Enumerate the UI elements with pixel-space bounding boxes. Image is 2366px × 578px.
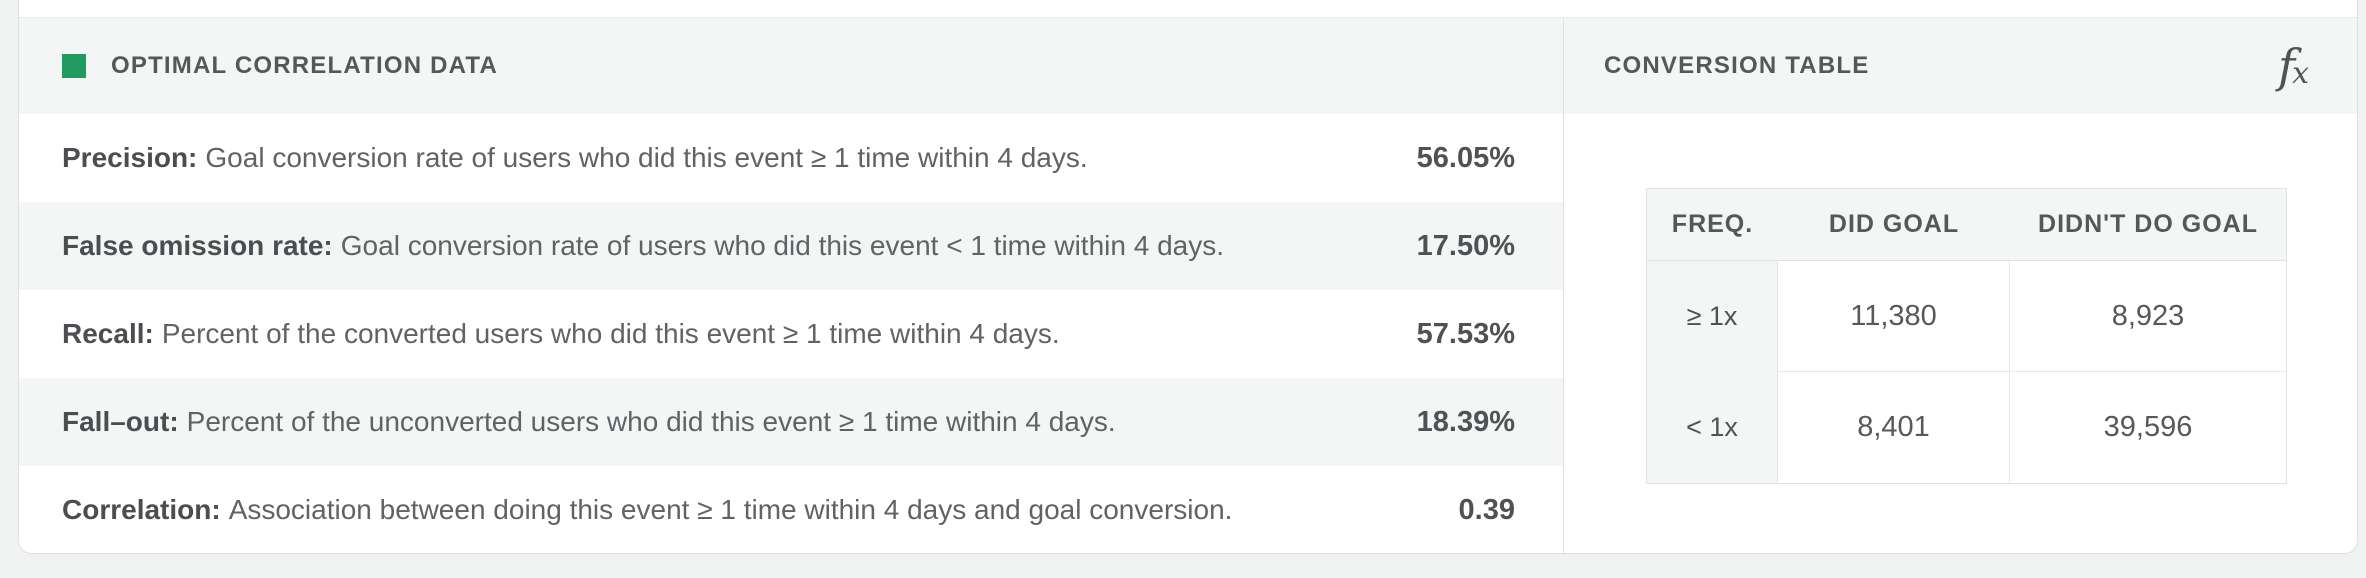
optimal-correlation-panel: OPTIMAL CORRELATION DATA Precision: Goal … [19, 18, 1564, 553]
header-left-group: OPTIMAL CORRELATION DATA [62, 52, 498, 80]
metric-row-recall: Recall: Percent of the converted users wh… [19, 290, 1563, 378]
table-cell-did-goal-lt-1x: 8,401 [1778, 372, 2010, 483]
optimal-correlation-header: OPTIMAL CORRELATION DATA [19, 18, 1563, 114]
metric-text: Fall–out: Percent of the unconverted user… [62, 406, 1417, 438]
metric-description: Association between doing this event ≥ 1… [228, 494, 1233, 525]
metric-value: 57.53% [1416, 317, 1515, 350]
fx-icon-f-glyph: f [2278, 39, 2296, 93]
table-cell-didnt-do-goal-ge-1x: 8,923 [2010, 261, 2286, 372]
metric-label: Precision: [62, 142, 198, 173]
table-header-freq: FREQ. [1647, 189, 1778, 261]
metric-description: Goal conversion rate of users who did th… [340, 230, 1224, 261]
metric-label: False omission rate: [62, 230, 333, 261]
metric-text: Recall: Percent of the converted users wh… [62, 318, 1417, 350]
metric-text: False omission rate: Goal conversion rate… [62, 230, 1417, 262]
metric-label: Recall: [62, 318, 154, 349]
card-main: OPTIMAL CORRELATION DATA Precision: Goal … [19, 17, 2357, 553]
metric-row-precision: Precision: Goal conversion rate of users … [19, 114, 1563, 202]
table-cell-freq-ge-1x: ≥ 1x [1647, 261, 1778, 372]
metric-text: Correlation: Association between doing th… [62, 494, 1459, 526]
metric-description: Percent of the converted users who did t… [161, 318, 1060, 349]
table-header-did-goal: DID GOAL [1778, 189, 2010, 261]
metric-value: 0.39 [1458, 493, 1515, 526]
panel-title: CONVERSION TABLE [1604, 52, 1870, 79]
table-header-didnt-do-goal: DIDN'T DO GOAL [2010, 189, 2286, 261]
metric-row-false-omission-rate: False omission rate: Goal conversion rate… [19, 202, 1563, 290]
metric-label: Correlation: [62, 494, 221, 525]
metric-rows: Precision: Goal conversion rate of users … [19, 114, 1563, 553]
panel-title: OPTIMAL CORRELATION DATA [111, 52, 498, 79]
metric-description: Goal conversion rate of users who did th… [205, 142, 1088, 173]
table-cell-freq-lt-1x: < 1x [1647, 372, 1778, 483]
fx-icon-x-glyph: x [2292, 56, 2309, 91]
conversion-table-body: FREQ. DID GOAL DIDN'T DO GOAL ≥ 1x 11,38… [1564, 114, 2357, 553]
metric-value: 17.50% [1416, 229, 1515, 262]
metric-description: Percent of the unconverted users who did… [186, 406, 1116, 437]
table-cell-did-goal-ge-1x: 11,380 [1778, 261, 2010, 372]
correlation-report-card: OPTIMAL CORRELATION DATA Precision: Goal … [18, 0, 2358, 554]
metric-row-correlation: Correlation: Association between doing th… [19, 466, 1563, 553]
metric-text: Precision: Goal conversion rate of users … [62, 142, 1417, 174]
metric-value: 18.39% [1416, 405, 1515, 438]
metric-label: Fall–out: [62, 406, 179, 437]
card-top-strip [19, 0, 2357, 17]
conversion-table: FREQ. DID GOAL DIDN'T DO GOAL ≥ 1x 11,38… [1646, 188, 2287, 484]
metric-value: 56.05% [1416, 141, 1515, 174]
green-legend-swatch-icon [62, 54, 86, 78]
table-cell-didnt-do-goal-lt-1x: 39,596 [2103, 411, 2193, 443]
metric-row-fall-out: Fall–out: Percent of the unconverted user… [19, 378, 1563, 466]
